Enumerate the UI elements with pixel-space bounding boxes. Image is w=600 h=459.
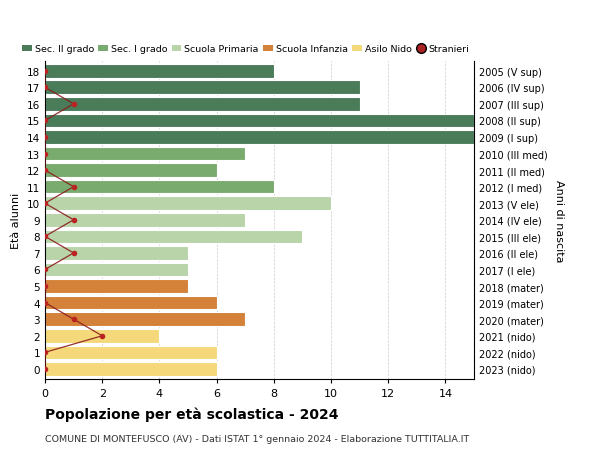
Point xyxy=(69,316,79,323)
Bar xyxy=(45,213,245,227)
Point xyxy=(40,118,50,125)
Bar xyxy=(45,280,188,293)
Point xyxy=(40,68,50,75)
Point xyxy=(40,283,50,290)
Text: COMUNE DI MONTEFUSCO (AV) - Dati ISTAT 1° gennaio 2024 - Elaborazione TUTTITALIA: COMUNE DI MONTEFUSCO (AV) - Dati ISTAT 1… xyxy=(45,434,469,443)
Point xyxy=(40,365,50,373)
Bar xyxy=(45,246,188,260)
Bar xyxy=(45,65,274,78)
Point xyxy=(97,332,107,340)
Point xyxy=(69,184,79,191)
Point xyxy=(40,200,50,207)
Point xyxy=(69,250,79,257)
Point xyxy=(40,349,50,356)
Bar xyxy=(45,164,217,178)
Bar xyxy=(45,346,217,359)
Point xyxy=(40,167,50,174)
Bar xyxy=(45,147,245,161)
Point xyxy=(40,266,50,274)
Bar xyxy=(45,197,331,211)
Bar xyxy=(45,131,474,145)
Bar xyxy=(45,230,302,244)
Point xyxy=(40,233,50,241)
Point xyxy=(40,299,50,307)
Point xyxy=(40,134,50,141)
Bar xyxy=(45,296,217,310)
Bar xyxy=(45,98,359,112)
Bar xyxy=(45,362,217,376)
Bar xyxy=(45,263,188,277)
Bar xyxy=(45,114,474,128)
Bar xyxy=(45,180,274,194)
Y-axis label: Anni di nascita: Anni di nascita xyxy=(554,179,564,262)
Legend: Sec. II grado, Sec. I grado, Scuola Primaria, Scuola Infanzia, Asilo Nido, Stran: Sec. II grado, Sec. I grado, Scuola Prim… xyxy=(22,45,469,54)
Point xyxy=(40,151,50,158)
Bar xyxy=(45,313,245,326)
Bar xyxy=(45,81,359,95)
Point xyxy=(69,217,79,224)
Bar xyxy=(45,329,160,343)
Text: Popolazione per età scolastica - 2024: Popolazione per età scolastica - 2024 xyxy=(45,406,338,421)
Y-axis label: Età alunni: Età alunni xyxy=(11,192,22,248)
Point xyxy=(69,101,79,108)
Point xyxy=(40,84,50,92)
